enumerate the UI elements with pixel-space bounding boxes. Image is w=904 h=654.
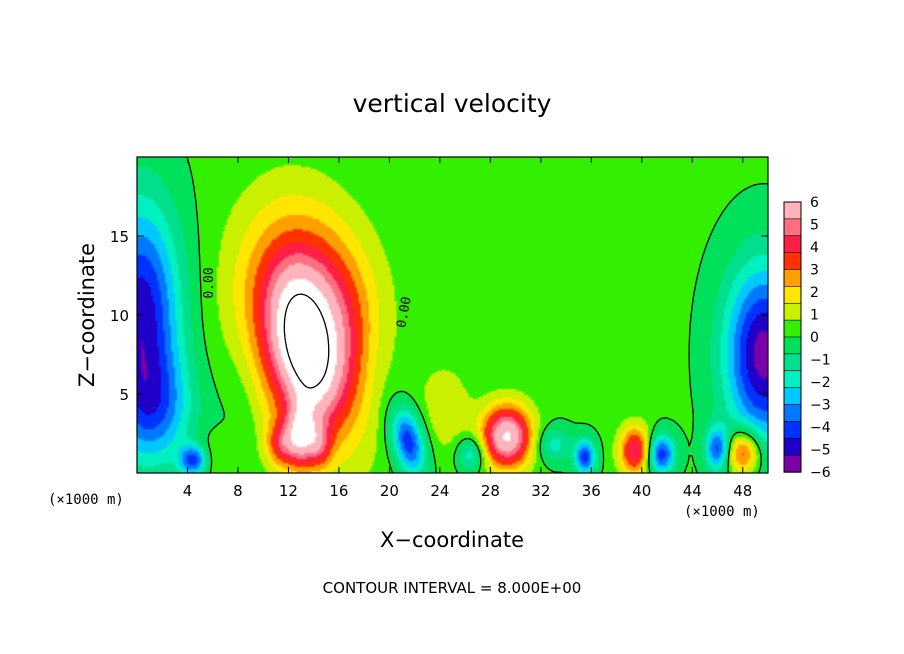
x-tick-label: 32: [531, 482, 550, 500]
x-tick-label: 12: [279, 482, 298, 500]
colorbar-tick-label: −1: [810, 353, 831, 369]
y-tick-label: 10: [110, 307, 129, 325]
x-tick-label: 16: [329, 482, 348, 500]
x-axis-label: X−coordinate: [380, 528, 524, 552]
colorbar-swatch: [783, 269, 802, 288]
contour-interval-note: CONTOUR INTERVAL = 8.000E+00: [323, 579, 582, 597]
y-axis-ticks: 5 10 15: [110, 228, 768, 404]
colorbar-swatch: [783, 286, 802, 304]
colorbar-tick-label: 1: [810, 308, 819, 324]
y-axis-label: Z−coordinate: [75, 243, 99, 387]
colorbar-tick-label: 4: [810, 240, 819, 256]
y-tick-label: 5: [119, 386, 129, 404]
colorbar-tick-label: −2: [810, 375, 831, 391]
colorbar-tick-label: 2: [810, 285, 819, 301]
colorbar-swatch: [783, 235, 802, 254]
contour-lines: [186, 156, 769, 474]
colorbar: [783, 201, 802, 473]
colorbar-tick-label: −6: [810, 465, 831, 481]
colorbar-swatch: [783, 218, 802, 237]
colorbar-labels: 6 5 4 3 2 1 0 −1 −2 −3 −4 −5 −6: [810, 195, 831, 481]
contour-zero: [186, 156, 769, 474]
x-axis-ticks: 4 8 12 16 20 24 28 32 36 40 44 48: [183, 157, 752, 500]
colorbar-swatch: [783, 387, 802, 406]
colorbar-swatch: [783, 252, 802, 271]
colorbar-swatch: [783, 454, 802, 473]
colorbar-swatch: [783, 302, 802, 321]
colorbar-swatch: [783, 319, 802, 338]
x-tick-label: 20: [380, 482, 399, 500]
x-tick-label: 8: [233, 482, 243, 500]
x-tick-label: 24: [430, 482, 449, 500]
contour-labels: 0.00 0.00: [202, 267, 415, 329]
contour-label: 0.00: [394, 296, 414, 329]
x-unit-right: (×1000 m): [684, 504, 760, 520]
x-tick-label: 40: [632, 482, 651, 500]
colorbar-swatch: [783, 353, 802, 372]
colorbar-swatch: [783, 370, 802, 389]
colorbar-swatch: [783, 421, 802, 439]
x-tick-label: 48: [733, 482, 752, 500]
colorbar-tick-label: 5: [810, 218, 819, 234]
colorbar-swatch: [783, 437, 802, 456]
colorbar-swatch: [783, 201, 802, 220]
x-tick-label: 28: [481, 482, 500, 500]
x-unit-left: (×1000 m): [48, 492, 124, 508]
colorbar-tick-label: −5: [810, 443, 831, 459]
velocity-field: [137, 157, 768, 473]
colorbar-tick-label: 0: [810, 330, 819, 346]
colorbar-swatch: [783, 404, 802, 423]
colorbar-tick-label: 3: [810, 263, 819, 279]
contour-label: 0.00: [202, 267, 217, 298]
y-tick-label: 15: [110, 228, 129, 246]
colorbar-frame: [783, 201, 802, 473]
colorbar-tick-label: −3: [810, 398, 831, 414]
chart-title: vertical velocity: [353, 89, 552, 118]
x-tick-label: 4: [183, 482, 193, 500]
colorbar-tick-label: 6: [810, 195, 819, 211]
contour-eight: [283, 293, 330, 389]
x-tick-label: 44: [683, 482, 702, 500]
colorbar-tick-label: −4: [810, 420, 831, 436]
colorbar-swatch: [783, 336, 802, 355]
x-tick-label: 36: [582, 482, 601, 500]
